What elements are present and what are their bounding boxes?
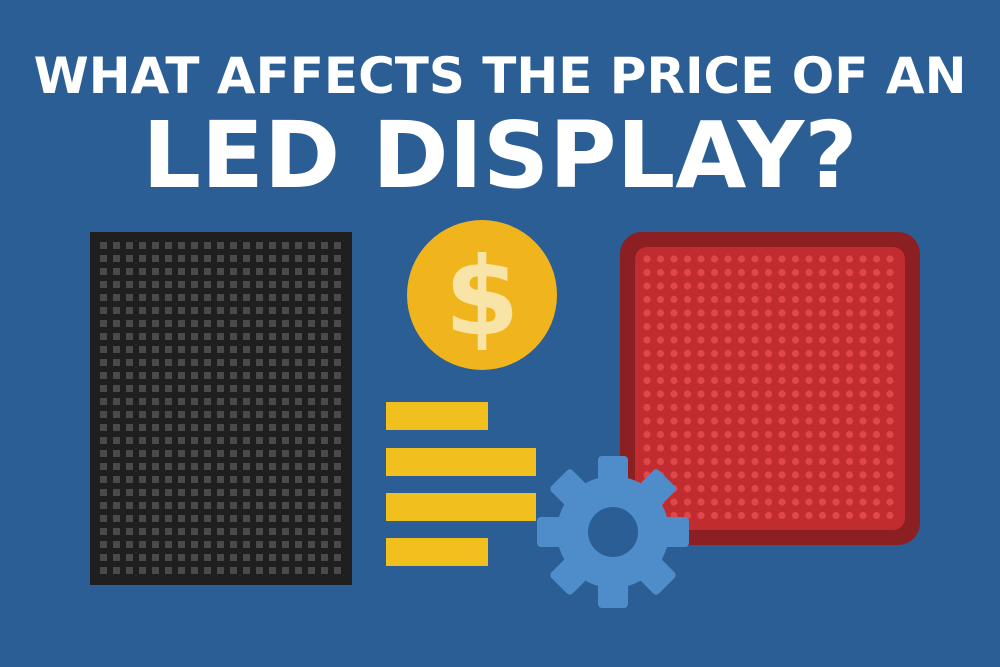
black-led-panel	[90, 232, 352, 585]
title-line1: WHAT AFFECTS THE PRICE OF AN	[34, 47, 967, 105]
coin-symbol: $	[444, 235, 519, 360]
title-line2: LED DISPLAY?	[142, 102, 857, 209]
red-led-panel	[620, 232, 920, 545]
coin: $	[407, 220, 557, 370]
bars-icon	[386, 402, 536, 566]
gear-icon	[537, 456, 689, 608]
